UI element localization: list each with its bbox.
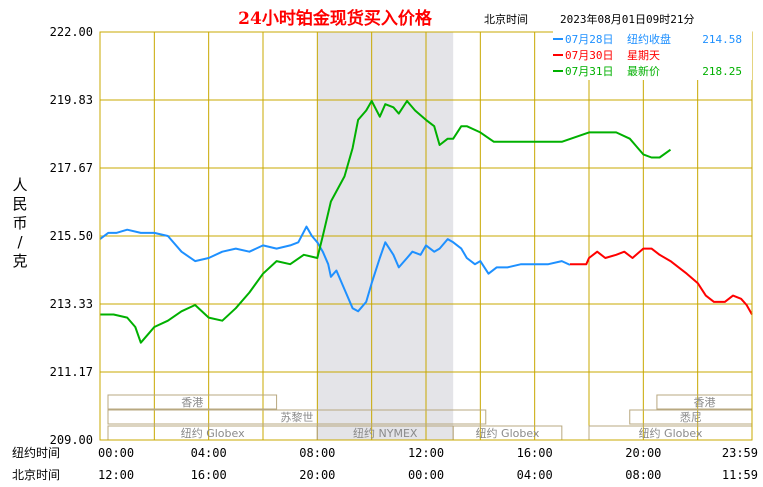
y-tick-labels: 222.00 219.83 217.67 215.50 213.33 211.17 209.… bbox=[50, 25, 93, 447]
y-tick-label: 209.00 bbox=[50, 433, 93, 447]
x-tick-label: 08:00 bbox=[625, 468, 661, 482]
plot-frame bbox=[99, 31, 753, 441]
legend-value: 214.58 bbox=[702, 33, 742, 46]
x-tick-label: 23:59 bbox=[722, 446, 758, 460]
x-tick-label: 04:00 bbox=[191, 446, 227, 460]
session-label: 苏黎世 bbox=[280, 410, 313, 424]
series-lines bbox=[99, 100, 753, 344]
session-label: 悉尼 bbox=[680, 411, 702, 424]
x-tick-label: 20:00 bbox=[299, 468, 335, 482]
session-label: 纽约 Globex bbox=[639, 426, 703, 440]
series-line-07月28日 bbox=[99, 225, 571, 313]
x-tick-label: 16:00 bbox=[517, 446, 553, 460]
x-tick-label: 00:00 bbox=[98, 446, 134, 460]
y-tick-label: 219.83 bbox=[50, 93, 93, 107]
y-axis-label-char: 克 bbox=[12, 252, 27, 270]
x-tick-label: 16:00 bbox=[191, 468, 227, 482]
y-tick-label: 215.50 bbox=[50, 229, 93, 243]
x-tick-label: 08:00 bbox=[299, 446, 335, 460]
x-tick-labels: 纽约时间 00:00 04:00 08:00 12:00 16:00 20:00 23:59 北… bbox=[12, 445, 758, 482]
y-tick-label: 211.17 bbox=[50, 365, 93, 379]
legend-date: 07月28日 bbox=[565, 33, 614, 46]
x-tick-label: 04:00 bbox=[517, 468, 553, 482]
session-label: 纽约 NYMEX bbox=[353, 426, 418, 440]
y-axis-label-char: / bbox=[17, 233, 23, 251]
x-tick-label: 11:59 bbox=[722, 468, 758, 482]
chart-timestamp: 2023年08月01日09时21分 bbox=[560, 12, 694, 26]
series-line-07月30日 bbox=[570, 247, 753, 315]
y-axis-label: 人民币/克 bbox=[12, 176, 27, 270]
y-axis-label-char: 人 bbox=[12, 176, 27, 194]
legend-date: 07月31日 bbox=[565, 65, 614, 78]
x-row-label: 纽约时间 bbox=[12, 445, 60, 460]
x-tick-label: 12:00 bbox=[408, 446, 444, 460]
y-axis-label-char: 民 bbox=[12, 195, 27, 213]
chart-subtitle: 北京时间 bbox=[484, 12, 528, 26]
y-tick-label: 222.00 bbox=[50, 25, 93, 39]
x-tick-label: 00:00 bbox=[408, 468, 444, 482]
y-tick-label: 217.67 bbox=[50, 161, 93, 175]
session-label: 纽约 Globex bbox=[181, 426, 245, 440]
legend-value: 218.25 bbox=[702, 65, 742, 78]
x-row-label: 北京时间 bbox=[12, 468, 60, 482]
session-label: 纽约 Globex bbox=[476, 426, 540, 440]
session-box bbox=[107, 409, 487, 425]
chart-title: 24小时铂金现货买入价格 bbox=[238, 8, 433, 29]
session-label: 香港 bbox=[693, 396, 715, 409]
y-axis-label-char: 币 bbox=[12, 214, 27, 232]
legend-label: 最新价 bbox=[627, 64, 660, 78]
legend-date: 07月30日 bbox=[565, 49, 614, 62]
session-label: 香港 bbox=[181, 396, 203, 409]
y-tick-label: 213.33 bbox=[50, 297, 93, 311]
legend-label: 纽约收盘 bbox=[627, 32, 671, 46]
series-line-07月31日 bbox=[100, 100, 672, 344]
legend: 07月28日 纽约收盘 214.58 07月30日 星期天 07月31日 最新价 218.25 bbox=[553, 30, 752, 80]
legend-label: 星期天 bbox=[627, 49, 660, 62]
legend-background bbox=[553, 30, 752, 80]
x-tick-label: 20:00 bbox=[625, 446, 661, 460]
session-box bbox=[107, 394, 278, 410]
x-tick-label: 12:00 bbox=[98, 468, 134, 482]
